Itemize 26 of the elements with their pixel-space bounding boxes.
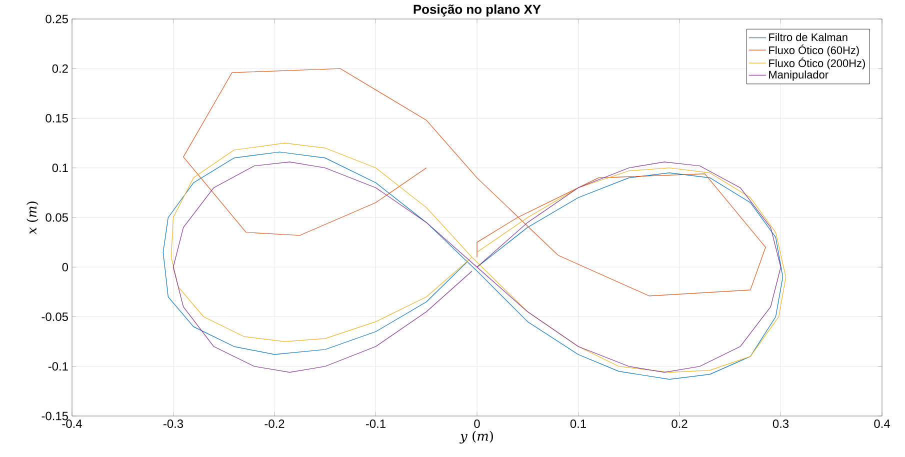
x-tick-label: -0.4 <box>62 420 82 428</box>
y-axis-title: x (m) <box>26 202 38 234</box>
legend-label: Fluxo Ótico (60Hz) <box>769 44 859 56</box>
y-tick-label: -0.1 <box>48 362 68 371</box>
x-tick-label: 0.4 <box>874 420 890 428</box>
x-tick-label: -0.3 <box>163 420 184 428</box>
x-tick-label: 0.2 <box>672 420 688 428</box>
x-tick-label: -0.1 <box>366 420 386 428</box>
y-tick-label: -0.15 <box>42 412 68 420</box>
y-tick-label: 0 <box>62 262 68 272</box>
legend-label: Filtro de Kalman <box>769 33 848 42</box>
y-tick-label: 0.15 <box>46 114 68 122</box>
chart-title: Posição no plano XY <box>414 4 541 16</box>
y-tick-label: 0.1 <box>52 164 68 172</box>
line-series <box>183 68 766 296</box>
y-tick-label: -0.05 <box>42 312 68 321</box>
y-tick-label: 0.25 <box>46 14 68 24</box>
y-tick-label: 0.2 <box>52 64 68 73</box>
legend-label: Fluxo Ótico (200Hz) <box>769 58 865 70</box>
x-tick-label: -0.2 <box>264 420 284 428</box>
x-axis-title: y (m) <box>460 430 493 444</box>
x-tick-label: 0 <box>474 420 480 428</box>
x-tick-label: 0.3 <box>772 420 789 428</box>
legend-label: Manipulador <box>769 70 828 81</box>
x-tick-label: 0.1 <box>570 420 586 428</box>
y-tick-label: 0.05 <box>46 213 68 222</box>
